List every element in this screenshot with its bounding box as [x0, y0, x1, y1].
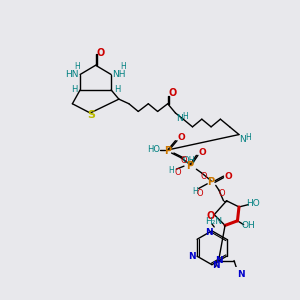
Text: P: P: [208, 177, 215, 187]
Text: N: N: [237, 270, 244, 279]
Text: N: N: [215, 256, 223, 265]
Text: H: H: [71, 85, 77, 94]
Text: O: O: [219, 189, 225, 198]
Text: HN: HN: [66, 70, 79, 79]
Text: H: H: [114, 85, 121, 94]
Text: S: S: [88, 110, 96, 120]
Text: N: N: [212, 261, 220, 270]
Text: O: O: [97, 48, 105, 58]
Text: O: O: [175, 168, 181, 177]
Text: N: N: [205, 228, 213, 237]
Text: N: N: [176, 114, 183, 123]
Text: H: H: [193, 187, 199, 196]
Text: OH: OH: [183, 156, 196, 165]
Text: O: O: [201, 172, 207, 181]
Text: N: N: [239, 136, 246, 145]
Text: P: P: [187, 161, 194, 171]
Text: N: N: [188, 252, 196, 261]
Text: OH: OH: [242, 221, 255, 230]
Text: O: O: [206, 211, 214, 221]
Text: H: H: [121, 61, 126, 70]
Text: O: O: [199, 148, 206, 157]
Text: O: O: [197, 189, 204, 198]
Text: O: O: [224, 172, 232, 181]
Text: H: H: [182, 112, 188, 121]
Text: H: H: [169, 166, 175, 175]
Text: O: O: [181, 156, 187, 165]
Text: HO: HO: [147, 146, 160, 154]
Text: HO: HO: [246, 200, 260, 208]
Text: H: H: [74, 61, 80, 70]
Text: P: P: [164, 146, 171, 157]
Text: NH: NH: [112, 70, 126, 79]
Text: H: H: [245, 133, 251, 142]
Text: O: O: [178, 133, 185, 142]
Text: H₂N: H₂N: [205, 217, 222, 226]
Text: O: O: [168, 88, 176, 98]
